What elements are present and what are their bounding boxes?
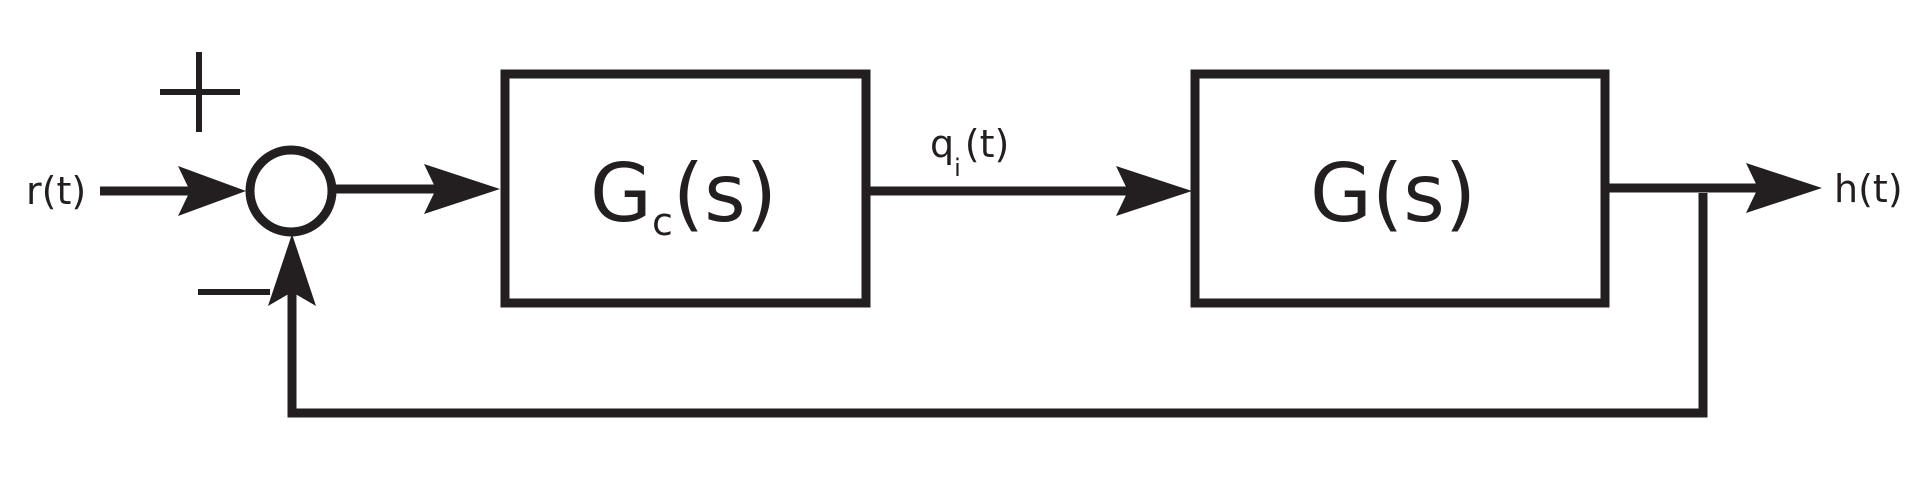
output-signal-base: h <box>1834 167 1858 211</box>
output-signal-label: h(t) <box>1834 167 1903 211</box>
input-signal-label: r(t) <box>26 169 86 213</box>
controller-subscript: c <box>652 200 673 244</box>
feedback-arrowhead <box>268 234 316 306</box>
output-arrowhead <box>1746 163 1822 213</box>
error-arrowhead <box>424 164 500 214</box>
plant-paren: (s) <box>1372 147 1476 240</box>
intermediate-arrowhead <box>1116 166 1192 216</box>
feedback-path <box>287 193 1708 418</box>
summing-junction <box>245 145 337 237</box>
controller-paren: (s) <box>673 147 777 240</box>
input-signal-base: r <box>26 169 42 213</box>
plant-base: G <box>1310 147 1372 240</box>
intermediate-signal-label: qi(t) <box>930 122 1009 182</box>
input-arrowhead <box>178 166 246 216</box>
intermediate-signal-subscript: i <box>954 154 961 182</box>
plus-sign: + <box>160 52 240 132</box>
output-signal-paren: (t) <box>1858 167 1903 211</box>
minus-sign-text: − <box>230 295 231 297</box>
controller-block <box>500 69 871 308</box>
intermediate-signal-base: q <box>930 122 954 166</box>
controller-block-label: Gc(s) <box>590 147 777 244</box>
minus-sign: − <box>198 289 270 297</box>
plant-block-label: G(s) <box>1310 147 1476 240</box>
controller-base: G <box>590 147 652 240</box>
input-signal-paren: (t) <box>42 169 87 213</box>
intermediate-signal-paren: (t) <box>965 122 1010 166</box>
plant-block <box>1190 69 1610 308</box>
